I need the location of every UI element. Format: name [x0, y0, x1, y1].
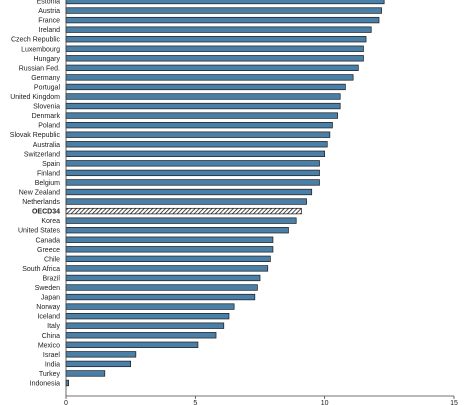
category-label: Belgium: [35, 180, 60, 187]
category-label: Turkey: [39, 371, 61, 378]
category-label: Norway: [36, 304, 60, 311]
bar-india: [65, 360, 132, 368]
category-label: Germany: [31, 75, 60, 82]
bar-korea: [65, 217, 297, 224]
category-label: Mexico: [38, 342, 60, 349]
bar-italy: [65, 322, 225, 329]
bar-ireland: [65, 26, 372, 33]
category-label: Brazil: [42, 275, 60, 282]
x-tick-label: 0: [64, 400, 68, 405]
bar-finland: [65, 169, 320, 177]
bar-germany: [65, 74, 354, 81]
category-label: Denmark: [32, 113, 61, 120]
category-label: Estonia: [37, 0, 60, 6]
bar-belgium: [65, 179, 320, 186]
bar-south-africa: [65, 265, 269, 272]
bar-canada: [65, 236, 274, 243]
category-label: France: [38, 18, 60, 25]
bar-greece: [65, 246, 274, 253]
bar-oecd34: [65, 207, 302, 215]
bar-sweden: [65, 284, 258, 291]
bars-group: [65, 0, 385, 387]
category-label: Poland: [38, 123, 60, 130]
x-tick-label: 10: [321, 400, 329, 405]
category-label: Israel: [43, 352, 61, 359]
bar-united-states: [65, 227, 289, 234]
bar-estonia: [65, 0, 385, 5]
category-label: Chile: [44, 256, 60, 263]
category-label: Portugal: [34, 84, 61, 91]
bar-japan: [65, 293, 256, 301]
bar-australia: [65, 141, 328, 148]
bar-austria: [65, 7, 382, 14]
bar-spain: [65, 160, 320, 167]
category-label: Czech Republic: [11, 37, 61, 44]
category-label: Indonesia: [30, 381, 60, 388]
bar-portugal: [65, 83, 346, 91]
bar-hungary: [65, 55, 364, 62]
category-label: Canada: [35, 237, 60, 244]
category-label: Sweden: [35, 285, 60, 292]
category-label: Japan: [41, 295, 60, 302]
category-label: Austria: [38, 8, 60, 15]
category-label: Switzerland: [24, 151, 60, 158]
category-label: Hungary: [34, 56, 61, 63]
bar-russian-fed-: [65, 64, 359, 72]
category-label: United Kingdom: [10, 94, 60, 101]
category-label: New Zealand: [19, 190, 60, 197]
bar-poland: [65, 121, 333, 129]
bar-switzerland: [65, 150, 326, 157]
x-tick-label: 15: [450, 400, 458, 405]
category-label: Greece: [37, 247, 60, 254]
category-labels: Estonia Austria France Ireland Czech Republi…: [10, 0, 61, 388]
bar-mexico: [65, 341, 199, 348]
bar-china: [65, 332, 217, 339]
category-label: Slovenia: [33, 104, 60, 111]
bar-czech-republic: [65, 36, 367, 43]
bar-new-zealand: [65, 188, 313, 196]
bar-united-kingdom: [65, 93, 341, 100]
category-label: Finland: [37, 170, 60, 177]
bar-brazil: [65, 274, 261, 282]
bar-chile: [65, 255, 271, 262]
bar-netherlands: [65, 198, 307, 205]
category-label: China: [42, 333, 60, 340]
category-label: Italy: [47, 323, 60, 330]
bar-norway: [65, 303, 235, 310]
category-label: Luxembourg: [21, 46, 60, 53]
category-label: Slovak Republic: [10, 132, 61, 139]
bar-slovenia: [65, 102, 341, 110]
bar-denmark: [65, 112, 338, 119]
category-label: Netherlands: [22, 199, 60, 206]
bar-france: [65, 16, 380, 24]
category-label: OECD34: [32, 209, 60, 216]
bar-luxembourg: [65, 45, 364, 52]
category-label: Australia: [33, 142, 60, 149]
bar-iceland: [65, 313, 230, 320]
category-label: Korea: [41, 218, 60, 225]
category-label: South Africa: [22, 266, 60, 273]
category-label: Russian Fed.: [19, 65, 60, 72]
category-label: United States: [18, 228, 61, 235]
category-label: Iceland: [37, 314, 60, 321]
bar-slovak-republic: [65, 131, 331, 138]
category-label: India: [45, 361, 60, 368]
bar-israel: [65, 351, 137, 358]
bar-turkey: [65, 370, 106, 377]
x-axis: 0 5 10 15: [64, 0, 458, 405]
x-tick-label: 5: [193, 400, 197, 405]
category-label: Ireland: [39, 27, 61, 34]
category-label: Spain: [42, 161, 60, 168]
